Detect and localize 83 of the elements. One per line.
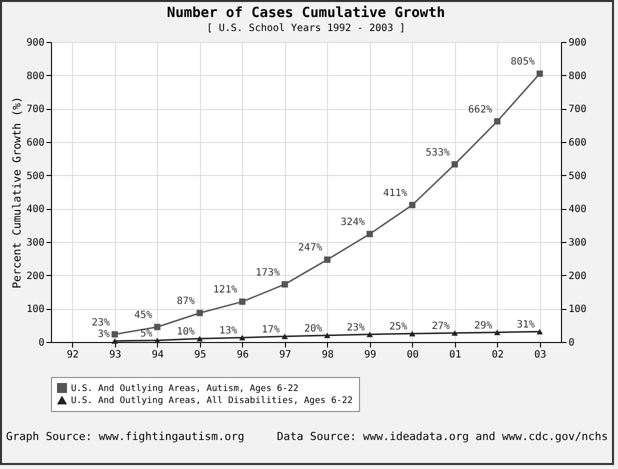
x-tick-label: 98 bbox=[322, 350, 334, 360]
point bbox=[366, 230, 373, 238]
x-tick-label: 92 bbox=[66, 350, 79, 360]
point bbox=[196, 336, 203, 342]
y-tick-label: 400 bbox=[26, 204, 44, 216]
x-tick-label: 93 bbox=[109, 350, 122, 360]
legend-label: U.S. And Outlying Areas, Autism, Ages 6-22 bbox=[71, 384, 299, 394]
data-label: 533% bbox=[426, 147, 450, 158]
point bbox=[494, 118, 500, 124]
point bbox=[154, 338, 160, 344]
data-label: 31% bbox=[516, 320, 535, 331]
y-tick-label: 800 bbox=[26, 70, 44, 82]
point bbox=[282, 334, 288, 340]
point bbox=[536, 328, 543, 334]
y2-tick-label: 200 bbox=[568, 270, 587, 282]
y-tick-label: 900 bbox=[26, 38, 44, 48]
point bbox=[324, 256, 330, 263]
y-tick-label: 300 bbox=[26, 238, 44, 248]
data-label: 805% bbox=[510, 56, 535, 68]
y2-tick-label: 400 bbox=[568, 204, 587, 216]
point bbox=[196, 310, 203, 316]
y2-tick-label: 100 bbox=[568, 304, 587, 316]
y-tick-label: 100 bbox=[26, 304, 44, 316]
y-tick-label: 200 bbox=[26, 270, 44, 282]
data-label: 10% bbox=[176, 326, 195, 338]
data-label: 662% bbox=[468, 104, 492, 116]
data-label: 25% bbox=[389, 322, 408, 333]
x-tick-label: 99 bbox=[364, 350, 376, 360]
y2-tick-label: 700 bbox=[568, 104, 587, 116]
y2-tick-label: 500 bbox=[568, 170, 587, 182]
data-label: 5% bbox=[140, 328, 152, 340]
point bbox=[239, 334, 246, 340]
data-label: 3% bbox=[98, 329, 110, 340]
data-label: 29% bbox=[474, 320, 492, 332]
data-label: 324% bbox=[340, 217, 365, 228]
data-label: 121% bbox=[213, 284, 238, 296]
data-label: 17% bbox=[262, 324, 280, 336]
x-tick-label: 95 bbox=[194, 350, 206, 360]
data-label: 173% bbox=[256, 267, 280, 278]
data-label: 87% bbox=[176, 296, 195, 307]
text: Graph Source: www.fightingautism.org bbox=[6, 430, 244, 443]
data-label: 247% bbox=[298, 242, 322, 254]
point bbox=[324, 332, 330, 338]
point bbox=[154, 324, 160, 330]
y2-tick-label: 800 bbox=[568, 70, 587, 82]
y-tick-label: 700 bbox=[26, 104, 44, 116]
x-tick-label: 03 bbox=[534, 350, 546, 360]
point bbox=[409, 330, 416, 336]
y2-tick-label: 300 bbox=[568, 238, 587, 248]
point bbox=[452, 330, 458, 336]
data-label: 13% bbox=[219, 326, 238, 337]
chart-subtitle: [ U.S. School Years 1992 - 2003 ] bbox=[206, 23, 406, 34]
y2-tick-label: 900 bbox=[568, 38, 587, 48]
chart-title: Number of Cases Cumulative Growth bbox=[166, 5, 446, 21]
legend-label: U.S. And Outlying Areas, All Disabilities, Ages 6-22 bbox=[71, 396, 353, 406]
x-tick-label: 97 bbox=[279, 350, 292, 360]
y-tick-label: 0 bbox=[38, 338, 44, 348]
x-tick-label: 01 bbox=[449, 350, 462, 360]
y-axis-title: Percent Cumulative Growth (%) bbox=[10, 96, 24, 289]
x-tick-label: 00 bbox=[406, 350, 419, 360]
point bbox=[452, 161, 458, 168]
data-label: 27% bbox=[432, 321, 450, 332]
point bbox=[409, 202, 416, 208]
data-label: 411% bbox=[383, 188, 408, 199]
y-tick-label: 600 bbox=[26, 138, 44, 148]
y-tick-label: 500 bbox=[26, 170, 44, 182]
x-tick-label: 02 bbox=[492, 350, 504, 360]
point bbox=[494, 330, 500, 336]
y2-tick-label: 0 bbox=[568, 338, 575, 348]
point bbox=[112, 331, 118, 338]
y2-tick-label: 600 bbox=[568, 138, 587, 148]
data-label: 23% bbox=[346, 322, 365, 334]
point bbox=[536, 70, 543, 77]
data-label: 20% bbox=[304, 323, 322, 334]
point bbox=[282, 281, 288, 288]
point bbox=[112, 338, 118, 344]
point bbox=[366, 332, 373, 338]
data-label: 23% bbox=[92, 317, 110, 328]
point bbox=[239, 298, 246, 305]
source-note: Data Source: www.ideadata.org and www.cdc.gov/nchs bbox=[276, 430, 608, 443]
x-tick-label: 96 bbox=[236, 350, 249, 360]
x-tick-label: 94 bbox=[152, 350, 164, 360]
data-label: 45% bbox=[134, 310, 152, 321]
